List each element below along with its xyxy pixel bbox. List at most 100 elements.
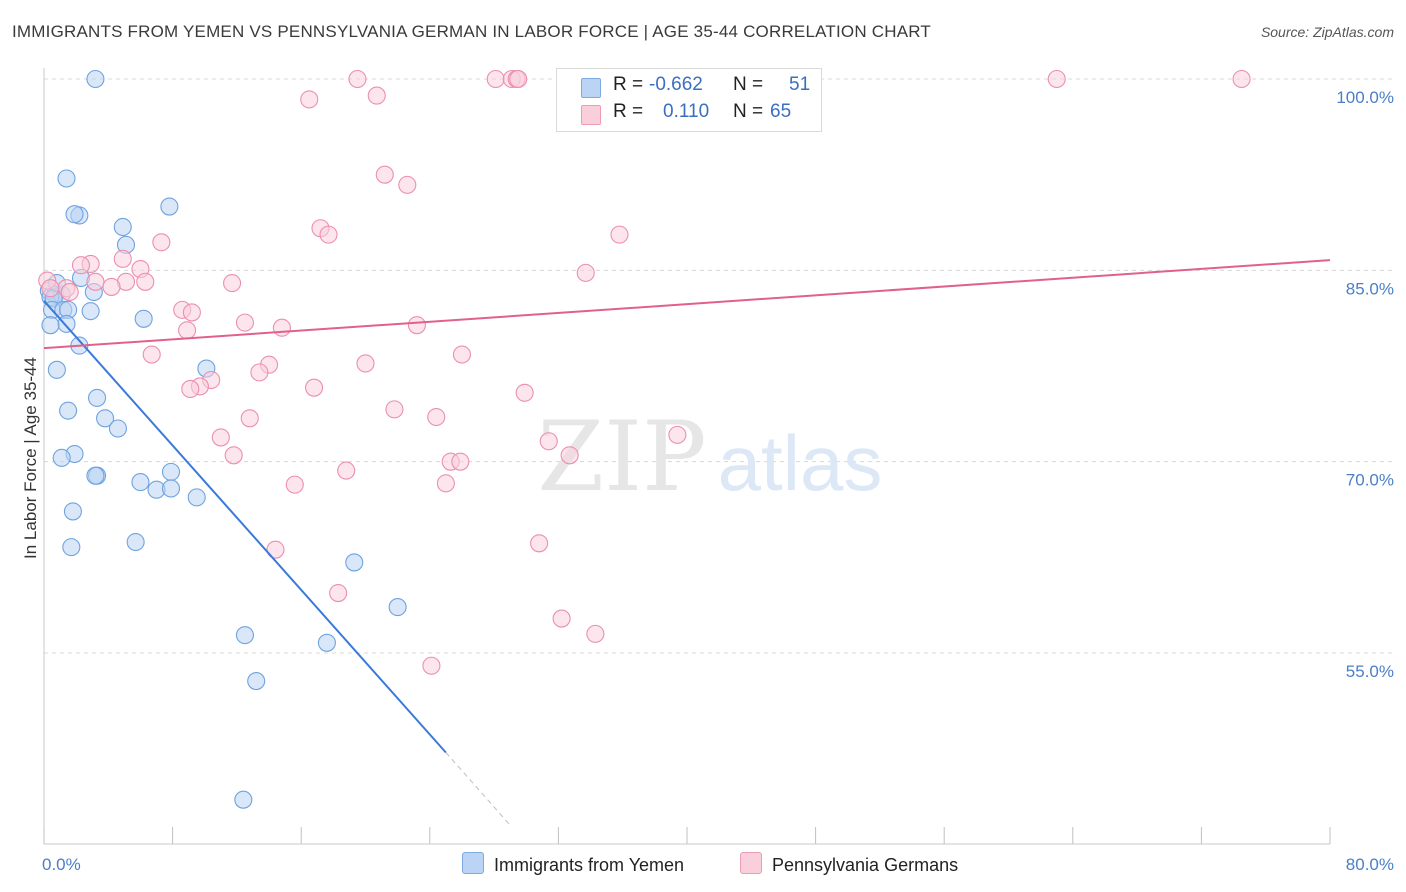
point-penn — [407, 316, 426, 335]
point-penn — [250, 363, 269, 382]
point-yemen — [113, 217, 132, 237]
point-yemen — [234, 790, 253, 809]
point-yemen — [87, 388, 107, 407]
point-penn — [356, 354, 375, 373]
point-penn — [224, 446, 243, 465]
point-penn — [71, 256, 91, 275]
point-penn — [102, 277, 121, 296]
point-penn — [240, 409, 259, 428]
point-penn — [182, 303, 201, 322]
point-penn — [436, 474, 455, 493]
bottom-legend-label-yemen: Immigrants from Yemen — [494, 855, 685, 875]
point-penn — [422, 656, 441, 675]
legend-r-label: R = — [613, 101, 644, 122]
point-yemen — [57, 169, 76, 188]
watermark-atlas: atlas — [718, 419, 883, 507]
trend-line-yemen — [43, 300, 447, 754]
point-yemen — [160, 197, 179, 216]
legend-swatch-penn — [581, 105, 601, 125]
point-yemen — [131, 473, 150, 492]
legend-n-label: N = — [733, 101, 764, 122]
point-penn — [266, 540, 285, 559]
bottom-legend-label-penn: Pennsylvania Germans — [772, 855, 959, 875]
legend-r-value: -0.662 — [649, 74, 703, 95]
point-penn — [300, 90, 319, 109]
point-yemen — [81, 302, 100, 321]
point-yemen — [161, 462, 181, 481]
point-yemen — [317, 633, 336, 652]
point-penn — [1232, 69, 1251, 89]
point-penn — [668, 425, 687, 444]
point-yemen — [96, 409, 115, 428]
point-yemen — [86, 69, 105, 89]
trend-line-yemen-extension — [445, 752, 511, 826]
point-yemen — [86, 466, 105, 485]
bottom-legend-swatch-penn — [740, 852, 762, 874]
point-penn — [329, 583, 348, 603]
trend-line-penn — [43, 259, 1331, 350]
point-penn — [178, 321, 197, 340]
point-penn — [60, 282, 79, 302]
point-yemen — [134, 309, 153, 328]
point-yemen — [65, 205, 84, 224]
point-yemen — [247, 672, 266, 691]
point-penn — [552, 609, 571, 628]
point-yemen — [52, 448, 71, 467]
point-penn — [136, 272, 155, 291]
point-yemen — [161, 479, 181, 498]
y-tick-label: 55.0% — [1346, 662, 1394, 681]
point-penn — [509, 69, 528, 89]
point-penn — [530, 534, 549, 553]
point-penn — [385, 400, 404, 419]
point-penn — [272, 318, 291, 337]
point-penn — [452, 345, 472, 364]
x-tick-label: 0.0% — [42, 855, 81, 874]
source-label: Source: ZipAtlas.com — [1260, 24, 1394, 40]
legend-n-value: 65 — [770, 101, 792, 122]
point-penn — [610, 225, 629, 244]
point-penn — [152, 233, 171, 252]
legend-r-label: R = — [613, 74, 644, 95]
point-penn — [86, 272, 105, 291]
point-penn — [142, 345, 161, 364]
point-penn — [486, 69, 505, 89]
point-penn — [586, 624, 605, 643]
bottom-legend-yemen: Immigrants from Yemen — [462, 852, 684, 876]
chart-title: IMMIGRANTS FROM YEMEN VS PENNSYLVANIA GE… — [12, 22, 931, 41]
legend-swatch-yemen — [581, 78, 601, 98]
stats-legend: R = -0.662 N = 51 R = 0.110 N = 65 — [556, 68, 822, 132]
point-penn — [375, 165, 394, 184]
point-penn — [451, 452, 470, 471]
data-points — [38, 69, 1251, 809]
point-penn — [1047, 69, 1066, 89]
point-yemen — [388, 598, 407, 617]
gridlines — [44, 78, 1395, 654]
point-penn — [113, 249, 132, 268]
point-penn — [539, 432, 558, 451]
point-yemen — [59, 401, 78, 420]
legend-n-value: 51 — [789, 74, 811, 95]
point-yemen — [47, 360, 66, 379]
point-penn — [285, 475, 304, 494]
tick-labels: 55.0% 70.0% 85.0% 100.0% 0.0% 80.0% — [42, 88, 1394, 874]
point-penn — [367, 86, 386, 105]
point-yemen — [108, 419, 127, 438]
point-penn — [398, 175, 417, 194]
legend-n-label: N = — [733, 74, 764, 95]
point-yemen — [235, 626, 254, 645]
point-penn — [41, 279, 60, 298]
y-tick-label: 100.0% — [1336, 88, 1394, 107]
point-yemen — [345, 553, 364, 572]
point-yemen — [63, 502, 82, 521]
point-yemen — [126, 532, 145, 552]
point-penn — [211, 428, 230, 447]
point-penn — [305, 378, 324, 397]
point-penn — [560, 446, 579, 465]
x-tick-label: 80.0% — [1346, 855, 1394, 874]
point-yemen — [41, 316, 60, 335]
point-penn — [576, 263, 595, 282]
point-penn — [181, 379, 200, 399]
point-yemen — [62, 538, 81, 557]
point-penn — [515, 383, 534, 402]
